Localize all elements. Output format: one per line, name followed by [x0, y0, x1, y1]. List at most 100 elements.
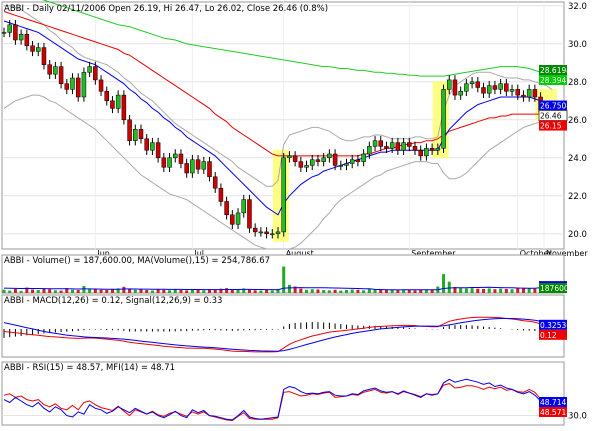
- candle-up: [81, 72, 87, 98]
- volume-bar: [202, 290, 206, 293]
- candle-up: [1, 32, 7, 34]
- candle-up: [441, 89, 446, 149]
- candle-up: [7, 24, 12, 33]
- value-tag-label: 48.7143: [540, 398, 571, 407]
- candle-up: [327, 153, 332, 159]
- volume-bar: [442, 274, 446, 293]
- rsi-y-ticks: 30.0: [568, 412, 587, 422]
- candle-up: [464, 83, 469, 92]
- volume-bar: [487, 288, 491, 293]
- value-tag-label: 28.6194: [540, 66, 571, 75]
- volume-bar: [310, 289, 314, 293]
- macd-panel-title: ABBI - MACD(12,26) = 0.12, Signal(12,26,…: [4, 296, 222, 306]
- volume-bar: [362, 290, 366, 293]
- candle-up: [241, 199, 246, 214]
- volume-bar: [133, 289, 137, 293]
- volume-bar: [48, 289, 52, 293]
- volume-bar: [145, 290, 149, 293]
- candle-down: [429, 148, 435, 151]
- candle-down: [64, 83, 70, 90]
- volume-bar: [88, 288, 92, 293]
- macd-series-line: [3, 318, 553, 352]
- candle-up: [287, 155, 292, 159]
- volume-bar: [396, 290, 400, 293]
- candle-down: [292, 155, 298, 162]
- macd-lines: [3, 316, 553, 353]
- candle-down: [475, 81, 481, 88]
- candle-up: [401, 142, 406, 151]
- volume-panel: 254786187600 ABBI - Volume() = 187,600.0…: [1, 254, 569, 294]
- candle-down: [247, 199, 252, 229]
- volume-bar: [327, 290, 331, 293]
- candle-down: [412, 146, 418, 151]
- volume-bar: [504, 288, 508, 293]
- value-tag-label: 28.3945: [540, 76, 571, 85]
- candle-down: [178, 153, 184, 164]
- volume-bar: [476, 288, 480, 293]
- candle-up: [115, 94, 121, 109]
- value-tag: [539, 396, 567, 407]
- candle-up: [424, 148, 429, 157]
- candle-down: [315, 159, 321, 162]
- value-tag: [539, 406, 567, 417]
- candle-up: [321, 157, 326, 162]
- volume-bar: [25, 287, 29, 293]
- candle-up: [53, 66, 58, 75]
- volume-bar: [8, 290, 12, 293]
- candle-up: [201, 161, 207, 170]
- volume-bar: [533, 288, 537, 293]
- volume-bar: [402, 289, 406, 293]
- volume-bar: [373, 289, 377, 293]
- candle-up: [498, 83, 503, 90]
- volume-bar: [350, 289, 354, 293]
- candle-up: [167, 157, 172, 168]
- volume-bar: [242, 288, 246, 293]
- volume-bar: [413, 290, 417, 293]
- volume-bar: [379, 289, 383, 293]
- candle-up: [275, 231, 281, 235]
- candle-down: [13, 24, 18, 41]
- volume-bar: [516, 287, 520, 293]
- price-y-tick-label: 24.0: [568, 154, 587, 164]
- volume-bar: [236, 288, 240, 293]
- rsi-series-line: [3, 378, 553, 421]
- value-tag: [539, 75, 567, 86]
- candle-down: [481, 87, 486, 94]
- volume-bar: [305, 289, 309, 293]
- candle-down: [218, 187, 224, 202]
- candle-down: [98, 79, 104, 92]
- candle-down: [492, 85, 498, 90]
- volume-bar: [499, 288, 503, 293]
- volume-bar: [430, 289, 434, 293]
- candle-up: [281, 157, 286, 233]
- volume-bar: [110, 289, 114, 293]
- rsi-y-tick-label: 30.0: [568, 412, 587, 422]
- candle-down: [332, 153, 338, 166]
- candle-down: [378, 140, 383, 147]
- candle-down: [395, 142, 401, 151]
- volume-bar: [31, 289, 35, 293]
- volume-bar: [128, 288, 132, 293]
- candle-down: [58, 66, 64, 84]
- volume-ma-line: [3, 285, 553, 291]
- price-y-tick-label: 28.0: [568, 78, 587, 88]
- volume-bar: [447, 281, 451, 293]
- volume-bar: [179, 290, 183, 293]
- candle-up: [70, 77, 75, 90]
- candle-down: [104, 91, 109, 102]
- candle-down: [407, 142, 412, 147]
- candle-up: [133, 129, 138, 141]
- volume-bar: [390, 289, 394, 293]
- volume-bar: [190, 289, 194, 293]
- value-tag: [539, 283, 567, 293]
- volume-bar: [453, 287, 457, 293]
- volume-tags: 254786187600: [539, 281, 569, 293]
- candle-up: [447, 79, 452, 90]
- volume-bar: [265, 290, 269, 293]
- candle-down: [224, 201, 229, 216]
- price-y-ticks: 20.0 22.0 24.0 26.0 28.0 30.0 32.0: [568, 2, 587, 240]
- volume-bar: [407, 290, 411, 293]
